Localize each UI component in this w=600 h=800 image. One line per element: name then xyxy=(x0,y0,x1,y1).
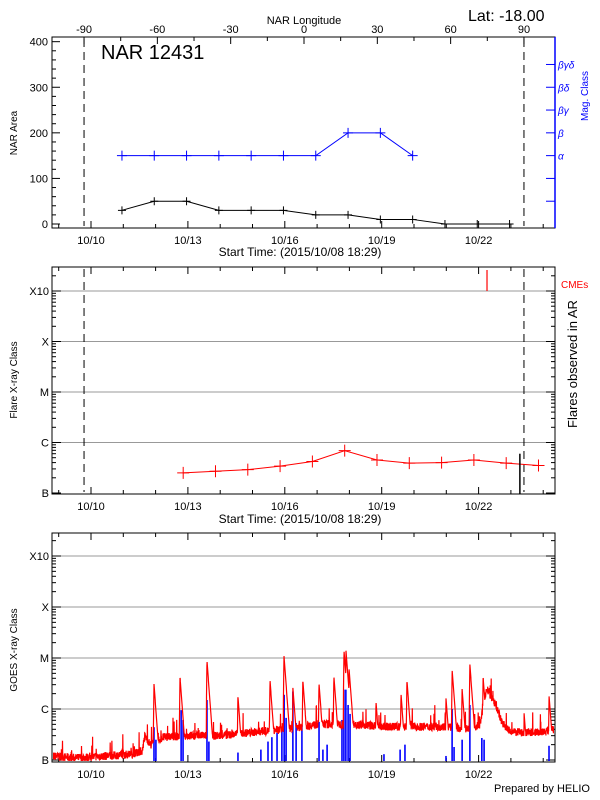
y2-tick-label: βδ xyxy=(557,83,570,94)
y-tick-label: X10 xyxy=(29,551,49,563)
area-point xyxy=(344,210,353,219)
y-tick-label: 400 xyxy=(30,37,48,49)
flare-class-point xyxy=(241,463,254,476)
area-point xyxy=(505,220,514,228)
y2-tick-label: β xyxy=(557,129,564,140)
y-tick-label: M xyxy=(40,387,49,399)
flare-class-point xyxy=(370,454,383,467)
top-tick-label: -60 xyxy=(149,24,165,36)
x-tick-label: 10/16 xyxy=(271,235,299,247)
goes-plot-area xyxy=(53,650,554,761)
y-tick-label: C xyxy=(41,704,49,716)
plot-frame xyxy=(51,266,556,495)
y2-tick-label: βγ xyxy=(557,106,570,117)
y2-axis-label: Mag. Class xyxy=(580,71,591,121)
area-point xyxy=(247,206,256,215)
area-point xyxy=(311,210,320,219)
mag-class-point xyxy=(246,150,257,161)
top-tick-label: -30 xyxy=(223,24,239,36)
area-point xyxy=(214,206,223,215)
panel-title: NAR 12431 xyxy=(101,42,204,64)
flare-class-point xyxy=(306,455,319,468)
mag-class-point xyxy=(407,150,418,161)
y-tick-label: 100 xyxy=(30,173,48,185)
mag-class-point xyxy=(149,150,160,161)
flare-class-point xyxy=(209,465,222,478)
y-tick-label: C xyxy=(41,438,49,450)
latitude-label: Lat: -18.00 xyxy=(468,8,545,25)
mag-class-point xyxy=(213,150,224,161)
x-axis-label: Start Time: (2015/10/08 18:29) xyxy=(219,245,382,259)
flare-class-point xyxy=(338,444,351,457)
flare-class-point xyxy=(467,454,480,467)
x-tick-label: 10/22 xyxy=(465,769,493,781)
mag-class-point xyxy=(375,127,386,138)
y2-tick-label: α xyxy=(558,152,564,163)
flare-class-point xyxy=(274,460,287,473)
goes-xray-panel: 10/10 10/13 10/16 10/19 10/22 B C M X X10 xyxy=(29,532,556,781)
y-tick-label: X10 xyxy=(29,286,49,298)
x-tick-label: 10/19 xyxy=(368,769,396,781)
x-tick-label: 10/19 xyxy=(368,235,396,247)
area-point xyxy=(117,206,126,215)
flare-class-point xyxy=(532,459,545,472)
y-tick-label: B xyxy=(42,755,49,767)
area-point xyxy=(279,206,288,215)
nar-area-panel: 10/10 10/13 10/16 10/19 10/220100200300400-9… xyxy=(30,24,575,247)
x-tick-label: 10/13 xyxy=(174,769,202,781)
top-axis-label: NAR Longitude xyxy=(267,15,342,27)
area-point xyxy=(473,220,482,228)
x-tick-label: 10/10 xyxy=(77,235,105,247)
flare-class-point xyxy=(500,457,513,470)
y-tick-label: X xyxy=(42,602,50,614)
x-tick-label: 10/10 xyxy=(77,501,105,513)
top-tick-label: 0 xyxy=(301,24,307,36)
x-tick-label: 10/22 xyxy=(465,501,493,513)
flare-class-point xyxy=(435,456,448,469)
mag-class-line xyxy=(121,132,413,157)
plot-frame xyxy=(51,532,556,763)
top-tick-label: 90 xyxy=(518,24,530,36)
x-tick-label: 10/19 xyxy=(368,501,396,513)
y-axis-label: NAR Area xyxy=(9,110,20,155)
y-tick-label: 200 xyxy=(30,128,48,140)
flare-class-point xyxy=(177,466,190,479)
mag-class-point xyxy=(116,150,127,161)
cme-label: CMEs xyxy=(561,280,588,291)
x-tick-label: 10/13 xyxy=(174,235,202,247)
flare-class-point xyxy=(403,457,416,470)
x-tick-label: 10/13 xyxy=(174,501,202,513)
y-tick-label: X xyxy=(42,337,50,349)
y-tick-label: 300 xyxy=(30,82,48,94)
flare-class-panel: 10/10 10/13 10/16 10/19 10/22 B C M X X10 xyxy=(29,266,556,513)
area-point xyxy=(150,197,159,206)
mag-class-point xyxy=(310,150,321,161)
y-tick-label: B xyxy=(42,488,49,500)
mag-class-point xyxy=(181,150,192,161)
y2-tick-label: βγδ xyxy=(557,60,575,71)
y-axis-label: Flare X-ray Class xyxy=(9,341,20,418)
mag-class-point xyxy=(278,150,289,161)
y-tick-label: 0 xyxy=(42,219,48,231)
goes-long-channel-line xyxy=(53,650,554,761)
area-point xyxy=(376,215,385,224)
mag-class-point xyxy=(343,127,354,138)
top-tick-label: -90 xyxy=(76,24,92,36)
x-axis-label: Start Time: (2015/10/08 18:29) xyxy=(219,512,382,526)
top-tick-label: 30 xyxy=(371,24,383,36)
x-tick-label: 10/16 xyxy=(271,501,299,513)
footer-credit: Prepared by HELIO xyxy=(494,783,590,795)
y2-axis-label: Flares observed in AR xyxy=(565,300,580,428)
area-point xyxy=(182,197,191,206)
y-axis-label: GOES X-ray Class xyxy=(9,608,20,691)
area-point xyxy=(408,215,417,224)
y-tick-label: M xyxy=(40,653,49,665)
x-tick-label: 10/16 xyxy=(271,769,299,781)
area-point xyxy=(440,220,449,228)
top-tick-label: 60 xyxy=(445,24,457,36)
x-tick-label: 10/22 xyxy=(465,235,493,247)
x-tick-label: 10/10 xyxy=(77,769,105,781)
